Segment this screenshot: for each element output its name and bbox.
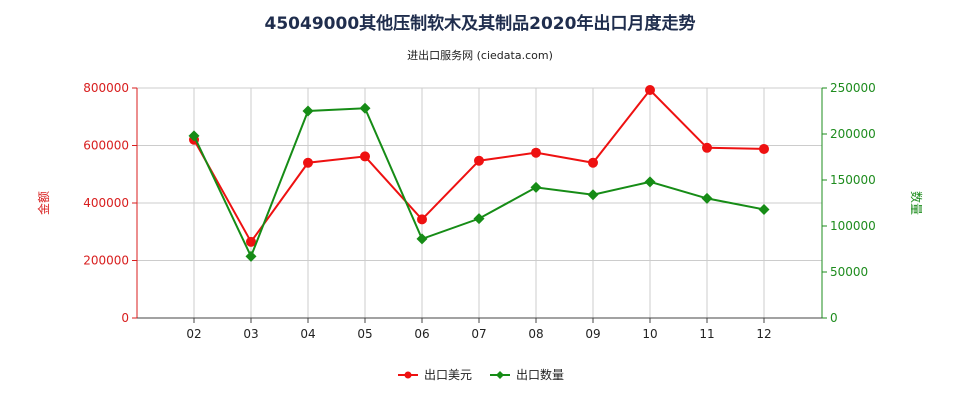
chart-title: 45049000其他压制软木及其制品2020年出口月度走势 <box>264 14 696 34</box>
legend-label: 出口美元 <box>424 368 472 382</box>
x-tick-label: 09 <box>585 327 600 341</box>
legend-marker <box>496 371 504 379</box>
data-point <box>758 203 770 215</box>
data-point <box>531 147 541 158</box>
tick-labels: 0 200000 400000 600000 800000 0 50000 100000 150… <box>36 81 924 341</box>
axes <box>132 87 827 323</box>
x-tick-label: 12 <box>756 327 771 341</box>
data-point <box>530 181 542 193</box>
chart-subtitle: 进出口服务网 (ciedata.com) <box>407 49 553 62</box>
x-tick-label: 05 <box>357 327 372 341</box>
data-point <box>702 142 712 153</box>
right-tick-label: 200000 <box>830 127 876 141</box>
data-point <box>588 157 598 168</box>
x-tick-label: 02 <box>186 327 201 341</box>
left-axis-title: 金额 <box>36 191 51 215</box>
data-point <box>417 214 427 225</box>
left-tick-label: 800000 <box>83 81 129 95</box>
data-point <box>302 105 314 117</box>
data-point <box>645 85 655 96</box>
right-tick-label: 100000 <box>830 219 876 233</box>
data-point <box>359 102 371 114</box>
right-tick-label: 150000 <box>830 173 876 187</box>
x-tick-label: 03 <box>243 327 258 341</box>
series-layer <box>188 85 770 262</box>
left-tick-label: 200000 <box>83 254 129 268</box>
data-point <box>416 233 428 245</box>
legend[interactable]: 出口美元 出口数量 <box>398 367 564 382</box>
legend-marker <box>404 371 412 379</box>
data-point <box>759 143 769 154</box>
data-point <box>303 157 313 168</box>
x-tick-label: 04 <box>300 327 315 341</box>
right-tick-label: 0 <box>830 311 838 325</box>
data-point <box>587 189 599 201</box>
grid-lines <box>137 87 822 318</box>
x-tick-label: 08 <box>528 327 543 341</box>
data-point <box>246 236 256 247</box>
data-point <box>245 250 257 262</box>
data-point <box>644 176 656 188</box>
data-point <box>473 213 485 225</box>
data-point <box>701 192 713 204</box>
right-axis-title: 数量 <box>909 191 924 215</box>
x-tick-label: 06 <box>414 327 429 341</box>
data-point <box>360 151 370 162</box>
left-tick-label: 0 <box>121 311 129 325</box>
right-tick-label: 250000 <box>830 81 876 95</box>
left-tick-label: 600000 <box>83 139 129 153</box>
x-tick-label: 07 <box>471 327 486 341</box>
legend-label: 出口数量 <box>516 367 564 382</box>
right-tick-label: 50000 <box>830 265 868 279</box>
data-point <box>474 155 484 166</box>
data-point <box>188 130 200 142</box>
x-tick-label: 10 <box>642 327 657 341</box>
x-tick-label: 11 <box>699 327 714 341</box>
left-tick-label: 400000 <box>83 196 129 210</box>
